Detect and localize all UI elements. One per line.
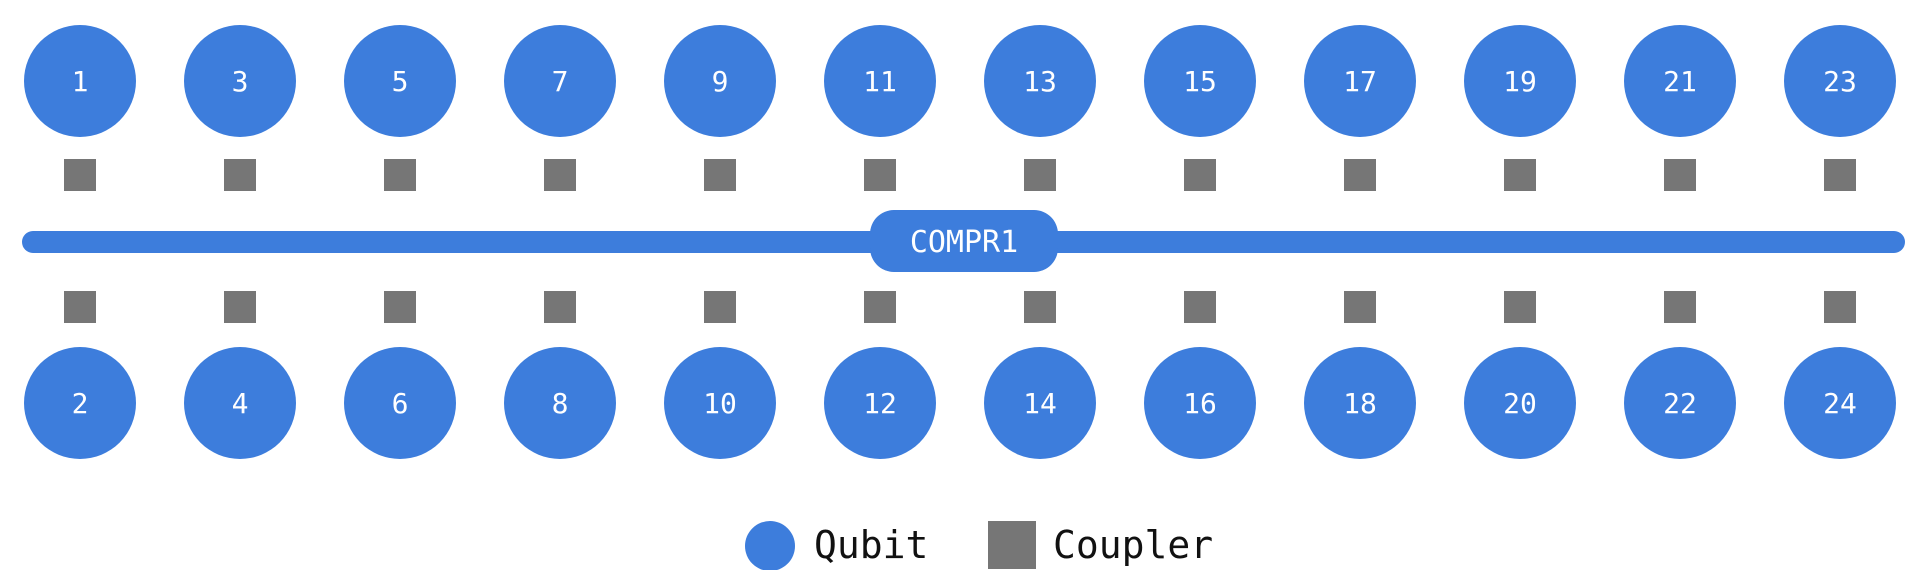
legend: Qubit Coupler: [745, 521, 1213, 570]
qubit-2: [24, 347, 136, 459]
coupler-6: [384, 291, 416, 323]
qubit-17: [1304, 25, 1416, 137]
qubit-label-15: 15: [1183, 65, 1217, 98]
qubit-18: [1304, 347, 1416, 459]
qubit-label-7: 7: [552, 65, 569, 98]
coupler-21: [1664, 159, 1696, 191]
qubit-label-10: 10: [703, 387, 737, 420]
qubit-label-5: 5: [392, 65, 409, 98]
bus-label-badge: [870, 210, 1058, 272]
qubit-14: [984, 347, 1096, 459]
qubit-label-14: 14: [1023, 387, 1057, 420]
qubit-15: [1144, 25, 1256, 137]
coupler-2: [64, 291, 96, 323]
coupler-24: [1824, 291, 1856, 323]
qubit-label-11: 11: [863, 65, 897, 98]
qubit-label-3: 3: [232, 65, 249, 98]
coupler-12: [864, 291, 896, 323]
qubit-label-23: 23: [1823, 65, 1857, 98]
qubit-22: [1624, 347, 1736, 459]
qubit-label-12: 12: [863, 387, 897, 420]
qubit-label-2: 2: [72, 387, 89, 420]
qubit-label-6: 6: [392, 387, 409, 420]
qubit-10: [664, 347, 776, 459]
qubit-19: [1464, 25, 1576, 137]
coupler-1: [64, 159, 96, 191]
qubit-label-16: 16: [1183, 387, 1217, 420]
qubit-label-9: 9: [712, 65, 729, 98]
qubit-9: [664, 25, 776, 137]
qubit-1: [24, 25, 136, 137]
legend-coupler-label: Coupler: [1053, 523, 1213, 567]
qubit-label-20: 20: [1503, 387, 1537, 420]
qubit-label-17: 17: [1343, 65, 1377, 98]
qubit-11: [824, 25, 936, 137]
qubit-6: [344, 347, 456, 459]
qubit-23: [1784, 25, 1896, 137]
coupler-11: [864, 159, 896, 191]
qubit-24: [1784, 347, 1896, 459]
qubit-16: [1144, 347, 1256, 459]
qubit-4: [184, 347, 296, 459]
qubit-label-13: 13: [1023, 65, 1057, 98]
resonator-bus: COMPR1: [22, 210, 1905, 272]
coupler-3: [224, 159, 256, 191]
qubit-8: [504, 347, 616, 459]
legend-qubit-swatch: [745, 521, 795, 570]
qubit-21: [1624, 25, 1736, 137]
legend-qubit-label: Qubit: [814, 523, 928, 567]
coupler-8: [544, 291, 576, 323]
coupler-14: [1024, 291, 1056, 323]
qubit-7: [504, 25, 616, 137]
coupler-19: [1504, 159, 1536, 191]
qubit-label-22: 22: [1663, 387, 1697, 420]
qubit-20: [1464, 347, 1576, 459]
qubit-label-4: 4: [232, 387, 249, 420]
coupler-5: [384, 159, 416, 191]
qubit-label-19: 19: [1503, 65, 1537, 98]
bottom-qubit-row: 2 4 6 8 10 12 14 16 18 20 22 24: [24, 291, 1896, 459]
qubit-13: [984, 25, 1096, 137]
coupler-10: [704, 291, 736, 323]
bus-label: COMPR1: [910, 225, 1018, 260]
coupler-16: [1184, 291, 1216, 323]
qubit-label-8: 8: [552, 387, 569, 420]
qubit-12: [824, 347, 936, 459]
qubit-label-21: 21: [1663, 65, 1697, 98]
qubit-label-24: 24: [1823, 387, 1857, 420]
legend-coupler-swatch: [988, 521, 1036, 569]
coupler-9: [704, 159, 736, 191]
qubit-label-1: 1: [72, 65, 89, 98]
qubit-5: [344, 25, 456, 137]
qubit-label-18: 18: [1343, 387, 1377, 420]
top-qubit-row: 1 3 5 7 9 11 13 15 17 19 21 23: [24, 25, 1896, 191]
coupler-17: [1344, 159, 1376, 191]
coupler-18: [1344, 291, 1376, 323]
coupler-4: [224, 291, 256, 323]
coupler-7: [544, 159, 576, 191]
coupler-23: [1824, 159, 1856, 191]
coupler-15: [1184, 159, 1216, 191]
coupler-22: [1664, 291, 1696, 323]
coupler-13: [1024, 159, 1056, 191]
coupler-20: [1504, 291, 1536, 323]
qubit-3: [184, 25, 296, 137]
